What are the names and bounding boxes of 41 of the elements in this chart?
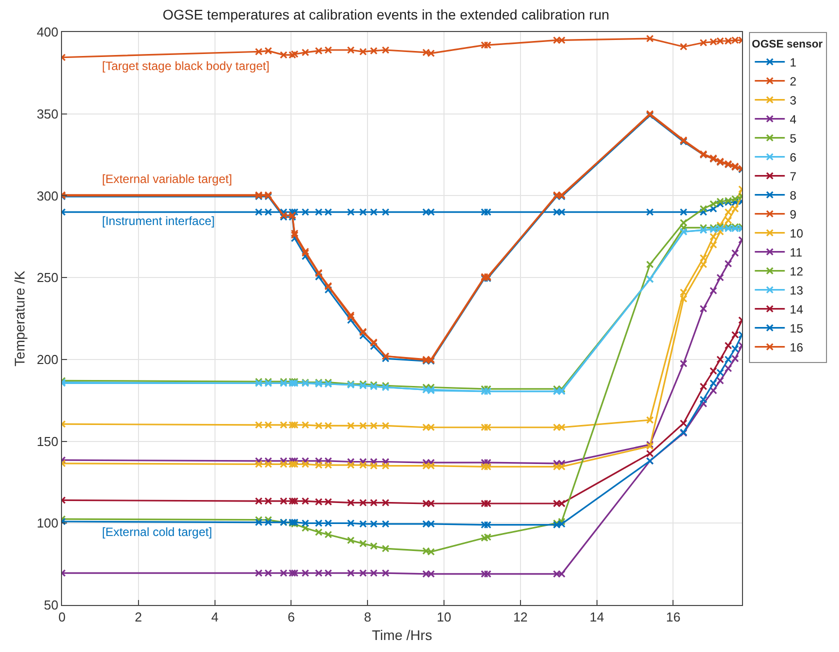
- x-tick-label: 0: [58, 610, 66, 625]
- legend-label: 13: [790, 283, 804, 298]
- y-axis-title: Temperature /K: [11, 270, 28, 366]
- legend-label: 8: [790, 188, 797, 202]
- legend-label: 11: [790, 245, 803, 260]
- y-tick-label: 150: [36, 434, 58, 449]
- legend-label: 9: [790, 207, 797, 222]
- legend-label: 14: [790, 302, 804, 316]
- legend-label: 2: [790, 74, 797, 88]
- y-tick-label: 200: [36, 352, 58, 367]
- legend-label: 1: [790, 55, 797, 70]
- legend-label: 4: [790, 112, 797, 126]
- legend-label: 5: [790, 131, 797, 146]
- y-tick-label: 100: [36, 516, 58, 531]
- y-tick-label: 250: [36, 270, 58, 286]
- legend-label: 3: [790, 93, 797, 108]
- legend-label: 12: [790, 264, 804, 278]
- x-tick-label: 16: [666, 610, 680, 625]
- x-tick-label: 6: [288, 610, 295, 625]
- annotation: [Target stage black body target]: [102, 59, 270, 73]
- x-tick-label: 12: [513, 610, 528, 625]
- y-tick-label: 400: [36, 24, 58, 40]
- annotation: [External variable target]: [102, 172, 232, 186]
- y-tick-label: 300: [36, 188, 58, 204]
- y-tick-label: 50: [44, 598, 58, 613]
- x-tick-label: 2: [134, 610, 142, 625]
- annotation: [Instrument interface]: [102, 214, 215, 228]
- legend-label: 16: [790, 340, 804, 354]
- legend-label: 10: [790, 226, 804, 240]
- legend-label: 7: [790, 169, 797, 184]
- y-tick-label: 350: [36, 106, 58, 122]
- x-axis-title: Time /Hrs: [372, 626, 432, 643]
- legend-title: OGSE sensor: [752, 38, 824, 50]
- legend-label: 15: [790, 321, 804, 336]
- legend-label: 6: [790, 150, 797, 164]
- x-tick-label: 10: [436, 610, 452, 625]
- x-tick-label: 8: [364, 610, 372, 625]
- chart-title: OGSE temperatures at calibration events in the extended calibration run: [162, 6, 610, 23]
- x-tick-label: 14: [590, 610, 604, 625]
- x-tick-label: 4: [211, 610, 218, 625]
- annotation: [External cold target]: [102, 525, 212, 539]
